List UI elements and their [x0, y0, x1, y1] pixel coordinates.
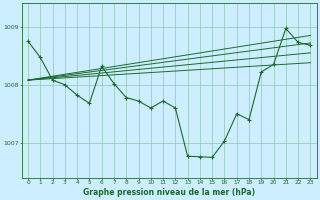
X-axis label: Graphe pression niveau de la mer (hPa): Graphe pression niveau de la mer (hPa) — [83, 188, 255, 197]
